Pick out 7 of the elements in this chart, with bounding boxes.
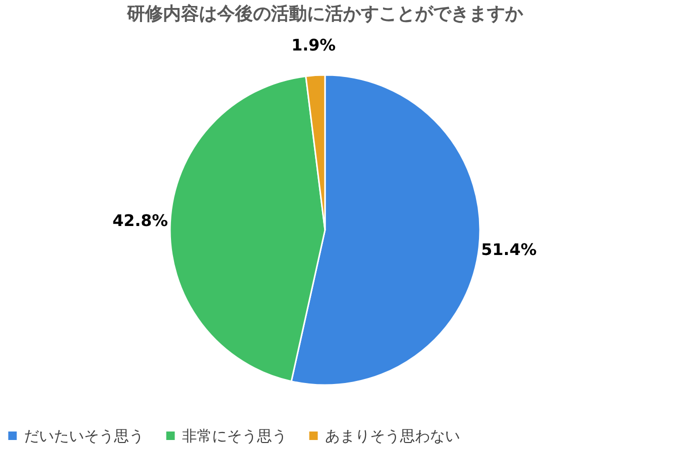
data-label: 1.9% [291, 35, 336, 54]
data-label: 42.8% [112, 211, 168, 230]
legend-label: あまりそう思わない [325, 426, 460, 445]
chart-title: 研修内容は今後の活動に活かすことができますか [126, 3, 524, 24]
data-label: 51.4% [481, 240, 537, 260]
legend-label: だいたいそう思う [24, 426, 144, 445]
legend-label: 非常にそう思う [182, 426, 287, 445]
